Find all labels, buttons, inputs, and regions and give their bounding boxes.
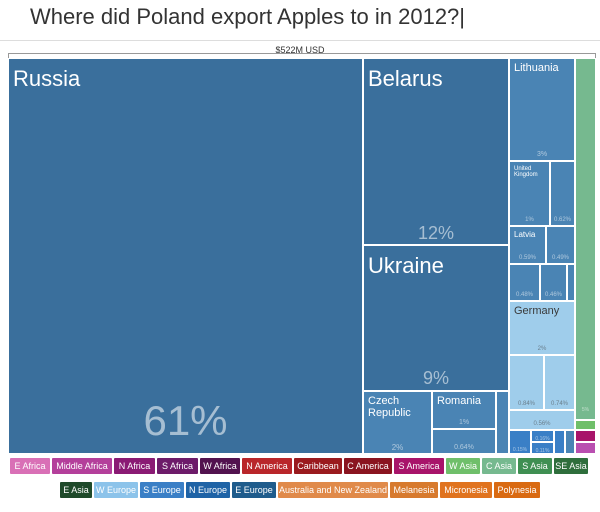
treemap-cell-russia[interactable]: Russia 61% xyxy=(8,58,363,454)
treemap: Russia 61% Belarus 12% Ukraine 9% Czech … xyxy=(8,58,600,454)
legend-item-e-asia[interactable]: E Asia xyxy=(60,482,92,498)
treemap-cell-s-europe-a[interactable]: 0.15% xyxy=(509,430,531,454)
treemap-cell-s-america[interactable] xyxy=(575,430,596,442)
treemap-cell-w-europe-c[interactable]: 0.56% xyxy=(509,410,575,430)
country-label-czech-republic: Czech Republic xyxy=(368,395,411,419)
treemap-cell-s-europe-d[interactable] xyxy=(554,430,565,454)
country-label-belarus: Belarus xyxy=(368,66,443,91)
treemap-cell-romania-neighbor[interactable]: 0.64% xyxy=(432,429,496,454)
treemap-cell-lithuania[interactable]: Lithuania 3% xyxy=(509,58,575,161)
treemap-cell-latvia[interactable]: Latvia 0.59% xyxy=(509,226,546,264)
share-united-kingdom: 1% xyxy=(525,217,534,223)
share-w-europe-c: 0.56% xyxy=(533,421,551,427)
legend-item-s-africa[interactable]: S Africa xyxy=(157,458,198,474)
treemap-cell-small-east-d[interactable] xyxy=(567,264,575,301)
legend-item-s-europe[interactable]: S Europe xyxy=(140,482,184,498)
treemap-cell-belarus[interactable]: Belarus 12% xyxy=(363,58,509,245)
treemap-cell-s-europe-e[interactable] xyxy=(565,430,575,454)
share-asia: 5% xyxy=(581,407,590,413)
legend-item-e-europe[interactable]: E Europe xyxy=(232,482,276,498)
treemap-cell-united-kingdom[interactable]: United Kingdom 1% xyxy=(509,161,550,226)
treemap-cell-w-asia[interactable] xyxy=(575,420,596,430)
share-w-europe-a: 0.84% xyxy=(517,401,535,407)
treemap-cell-small-east-a[interactable] xyxy=(496,391,509,454)
treemap-cell-small-east-b[interactable]: 0.48% xyxy=(509,264,540,301)
treemap-cell-germany[interactable]: Germany 2% xyxy=(509,301,575,355)
legend-item-n-europe[interactable]: N Europe xyxy=(186,482,230,498)
share-tiny-b: 0.11% xyxy=(535,448,550,454)
legend-item-c-america[interactable]: C America xyxy=(344,458,392,474)
page-title: Where did Poland export Apples to in 201… xyxy=(30,4,466,29)
treemap-cell-uk-neighbor[interactable]: 0.62% xyxy=(550,161,575,226)
share-ukraine: 9% xyxy=(422,368,449,388)
treemap-cell-c-asia[interactable]: 5% xyxy=(575,58,596,420)
total-value: $522M USD xyxy=(275,45,325,55)
legend-item-n-america[interactable]: N America xyxy=(242,458,292,474)
share-small-east-b: 0.48% xyxy=(515,292,533,298)
treemap-cell-czech-republic[interactable]: Czech Republic 2% xyxy=(363,391,432,454)
legend-item-middle-africa[interactable]: Middle Africa xyxy=(52,458,112,474)
treemap-cell-latvia-neighbor[interactable]: 0.49% xyxy=(546,226,575,264)
share-tiny-a: 0.16% xyxy=(535,436,550,442)
share-czech-republic: 2% xyxy=(391,443,404,452)
treemap-cell-w-europe-b[interactable]: 0.74% xyxy=(544,355,575,410)
legend-item-s-asia[interactable]: S Asia xyxy=(518,458,552,474)
share-romania-neighbor: 0.64% xyxy=(454,444,474,451)
country-label-germany: Germany xyxy=(514,305,560,317)
legend-item-melanesia[interactable]: Melanesia xyxy=(390,482,438,498)
treemap-cell-ukraine[interactable]: Ukraine 9% xyxy=(363,245,509,391)
share-small-east-c: 0.46% xyxy=(544,292,562,298)
country-label-russia: Russia xyxy=(13,66,81,91)
share-uk-neighbor: 0.62% xyxy=(553,217,571,223)
title-divider xyxy=(0,40,600,41)
treemap-cell-w-europe-a[interactable]: 0.84% xyxy=(509,355,544,410)
legend-item-w-africa[interactable]: W Africa xyxy=(200,458,240,474)
country-label-romania: Romania xyxy=(437,395,482,407)
legend-item-s-america[interactable]: S America xyxy=(394,458,444,474)
legend-item-polynesia[interactable]: Polynesia xyxy=(494,482,540,498)
share-belarus: 12% xyxy=(417,223,455,243)
treemap-cell-romania[interactable]: Romania 1% xyxy=(432,391,496,429)
legend-item-e-africa[interactable]: E Africa xyxy=(10,458,50,474)
country-label-united-kingdom: United Kingdom xyxy=(514,166,538,179)
share-russia: 61% xyxy=(143,397,228,444)
legend-item-n-africa[interactable]: N Africa xyxy=(114,458,155,474)
country-label-lithuania: Lithuania xyxy=(514,62,559,74)
legend-item-caribbean[interactable]: Caribbean xyxy=(294,458,342,474)
treemap-cell-s-europe-b[interactable]: 0.16% xyxy=(531,430,554,442)
country-label-latvia: Latvia xyxy=(514,230,536,239)
share-w-europe-b: 0.74% xyxy=(550,401,568,407)
legend-item-se-asia[interactable]: SE Asia xyxy=(554,458,588,474)
legend-item-australia-and-new-zealand[interactable]: Australia and New Zealand xyxy=(278,482,388,498)
country-label-ukraine: Ukraine xyxy=(368,253,444,278)
legend-item-w-asia[interactable]: W Asia xyxy=(446,458,480,474)
legend-item-w-europe[interactable]: W Europe xyxy=(94,482,138,498)
treemap-cell-small-east-c[interactable]: 0.46% xyxy=(540,264,567,301)
share-latvia-value: 0.59% xyxy=(518,255,536,261)
share-germany: 2% xyxy=(537,346,547,352)
treemap-cell-america-purple[interactable] xyxy=(575,442,596,454)
treemap-cell-s-europe-c[interactable]: 0.11% xyxy=(531,442,554,454)
total-bracket xyxy=(8,53,596,58)
legend-item-c-asia[interactable]: C Asia xyxy=(482,458,516,474)
legend-item-micronesia[interactable]: Micronesia xyxy=(440,482,492,498)
share-romania: 1% xyxy=(458,419,470,426)
share-latvia-neighbor: 0.49% xyxy=(551,255,569,261)
share-lithuania: 3% xyxy=(536,151,548,158)
share-tiny-c: 0.15% xyxy=(512,447,528,453)
